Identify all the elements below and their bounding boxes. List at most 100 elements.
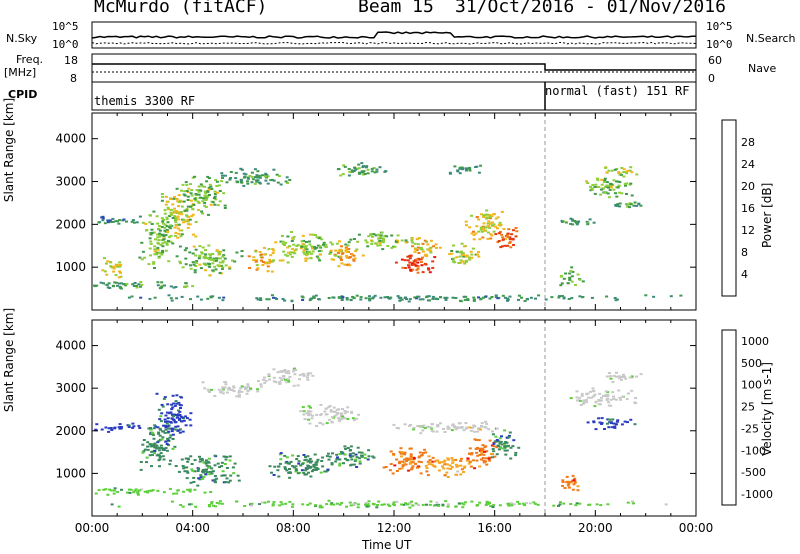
range-cell — [199, 458, 202, 461]
range-cell — [146, 445, 149, 448]
range-cell — [208, 504, 211, 506]
range-cell — [214, 198, 218, 201]
range-cell — [258, 251, 262, 253]
range-cell — [421, 242, 425, 245]
range-cell — [630, 194, 634, 197]
range-cell — [315, 425, 319, 427]
range-cell — [193, 197, 197, 200]
range-cell — [141, 451, 145, 454]
range-cell — [169, 234, 173, 237]
range-cell — [168, 463, 172, 466]
range-cell — [497, 224, 501, 226]
range-cell — [178, 212, 181, 215]
range-cell — [117, 222, 121, 225]
range-cell — [491, 430, 494, 433]
range-cell — [136, 492, 140, 495]
range-cell — [387, 297, 391, 300]
range-cell — [496, 227, 499, 230]
range-cell — [259, 297, 263, 300]
range-cell — [508, 502, 512, 505]
range-cell — [346, 418, 350, 420]
range-cell — [184, 263, 188, 266]
range-cell — [145, 456, 149, 459]
range-cell — [466, 298, 470, 301]
range-cell — [138, 427, 142, 429]
range-cell — [606, 395, 610, 397]
range-cell — [459, 261, 463, 264]
range-cell — [260, 253, 264, 256]
range-cell — [166, 206, 170, 209]
range-cell — [431, 295, 435, 298]
range-cell — [459, 459, 463, 462]
range-cell — [439, 422, 442, 425]
range-cell — [576, 489, 580, 492]
range-cell — [207, 461, 211, 464]
range-cell — [183, 249, 187, 252]
range-cell — [475, 504, 479, 507]
range-cell — [169, 434, 173, 437]
range-cell — [228, 267, 232, 270]
range-cell — [345, 505, 348, 508]
range-cell — [451, 461, 455, 464]
range-cell — [142, 450, 146, 453]
range-cell — [444, 298, 448, 301]
range-cell — [282, 377, 286, 380]
range-cell — [223, 463, 227, 465]
range-cell — [177, 232, 181, 235]
range-cell — [414, 502, 418, 505]
range-cell — [311, 250, 315, 253]
range-cell — [320, 460, 324, 462]
range-cell — [343, 263, 347, 266]
range-cell — [199, 298, 203, 301]
range-cell — [629, 203, 633, 206]
range-cell — [480, 230, 484, 233]
range-cell — [312, 465, 316, 468]
range-cell — [587, 503, 591, 506]
range-cell — [221, 266, 225, 269]
range-cell — [590, 187, 594, 190]
range-cell — [317, 237, 321, 240]
range-cell — [340, 258, 343, 261]
range-cell — [128, 491, 132, 494]
range-cell — [377, 500, 381, 503]
range-cell — [283, 299, 287, 302]
range-cell — [373, 171, 377, 174]
range-cell — [352, 254, 356, 257]
range-cell — [356, 446, 360, 449]
range-cell — [419, 261, 423, 263]
range-cell — [118, 270, 122, 273]
range-cell — [244, 173, 248, 176]
nsearch-label: N.Search — [746, 32, 796, 45]
range-cell — [378, 242, 382, 245]
range-cell — [409, 455, 413, 458]
range-cell — [458, 172, 462, 175]
nsky-label: N.Sky — [6, 32, 38, 45]
range-cell — [480, 425, 484, 428]
range-cell — [620, 375, 624, 378]
range-cell — [432, 504, 436, 507]
range-cell — [395, 458, 399, 461]
range-cell — [325, 413, 329, 416]
range-cell — [462, 245, 466, 248]
range-cell — [240, 181, 244, 184]
range-cell — [429, 500, 433, 503]
range-cell — [301, 234, 305, 237]
range-cell — [132, 425, 136, 428]
range-cell — [161, 405, 165, 408]
y-tick-label: 3000 — [55, 381, 86, 395]
range-cell — [570, 275, 574, 278]
range-cell — [325, 503, 329, 506]
range-cell — [272, 380, 276, 383]
range-cell — [313, 246, 316, 248]
range-cell — [179, 415, 183, 418]
range-cell — [388, 469, 392, 472]
station-title: McMurdo (fitACF) — [94, 0, 268, 17]
range-cell — [131, 219, 135, 222]
range-cell — [485, 213, 489, 216]
range-cell — [589, 390, 592, 393]
range-cell — [291, 503, 295, 506]
range-cell — [486, 222, 490, 225]
range-cell — [206, 297, 210, 300]
range-cell — [160, 438, 164, 441]
range-cell — [511, 445, 515, 448]
